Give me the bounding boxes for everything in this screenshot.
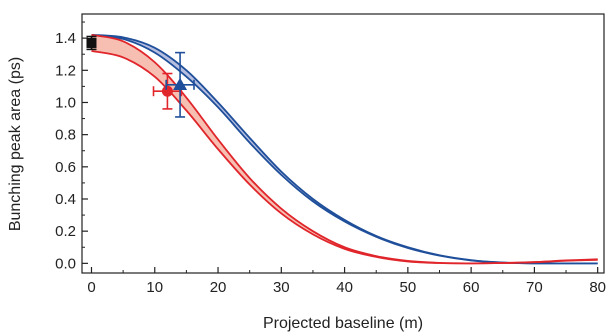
point-layer: [86, 35, 195, 118]
plot-frame: [81, 13, 605, 274]
x-axis-label: Projected baseline (m): [263, 315, 423, 332]
series-0-lower-line: [91, 34, 598, 265]
y-tick-label-4: 0.8: [55, 127, 76, 144]
y-tick-label-7: 1.4: [55, 30, 76, 47]
series-0-band: [91, 34, 598, 264]
series-1-band: [91, 34, 598, 264]
series-1-lower-line: [91, 50, 598, 265]
x-tick-label-6: 60: [463, 279, 480, 296]
point-2-triangle-marker: [173, 77, 188, 91]
x-tick-label-5: 50: [400, 279, 417, 296]
point-0-square-marker: [86, 37, 97, 48]
y-tick-label-0: 0.0: [55, 255, 76, 272]
y-tick-label-2: 0.4: [55, 191, 76, 208]
x-tick-label-2: 20: [210, 279, 227, 296]
x-tick-label-8: 80: [589, 279, 606, 296]
band-layer: [91, 34, 598, 265]
y-axis-label: Bunching peak area (ps): [7, 57, 24, 231]
y-tick-label-1: 0.2: [55, 223, 76, 240]
tick-layer: 0 10 20 30 40 50 60 70 80 0.0 0.2 0.4 0.6 0.8 1.0 1.2 1.…: [55, 21, 606, 296]
y-tick-label-3: 0.6: [55, 159, 76, 176]
x-tick-label-3: 30: [273, 279, 290, 296]
x-tick-label-4: 40: [336, 279, 353, 296]
point-1-circle-marker: [161, 85, 173, 97]
series-1-upper-line: [91, 34, 598, 265]
x-tick-label-0: 0: [87, 279, 95, 296]
x-tick-label-7: 70: [526, 279, 543, 296]
y-tick-label-5: 1.0: [55, 94, 76, 111]
x-tick-label-1: 10: [146, 279, 163, 296]
series-0-upper-line: [91, 34, 598, 265]
y-tick-label-6: 1.2: [55, 62, 76, 79]
